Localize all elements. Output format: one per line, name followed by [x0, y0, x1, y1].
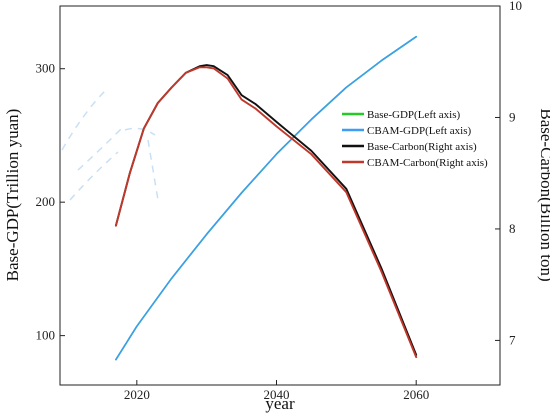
right-tick-label: 7: [509, 332, 516, 347]
legend-label: Base-Carbon(Right axis): [367, 141, 477, 153]
y-axis-title-left: Base-GDP(Trillion yuan): [3, 109, 22, 282]
legend-label: Base-GDP(Left axis): [367, 109, 461, 121]
right-axis-ticks: 7 8 9 10: [495, 0, 522, 347]
x-tick-label: 2060: [403, 387, 429, 402]
legend: Base-GDP(Left axis) CBAM-GDP(Left axis) Ba…: [342, 109, 488, 169]
right-tick-label: 9: [509, 109, 516, 124]
x-axis-title: year: [265, 394, 295, 413]
plot-frame: [59, 5, 501, 386]
y-axis-title-right: Base-Carbon(Billion ton): [537, 108, 550, 281]
right-tick-label: 10: [509, 0, 522, 13]
series-line-1: [115, 35, 418, 361]
left-axis-ticks: 100 200 300: [36, 61, 65, 343]
legend-label: CBAM-GDP(Left axis): [367, 125, 472, 137]
left-tick-label: 300: [36, 61, 56, 76]
left-tick-label: 100: [36, 328, 56, 343]
right-tick-label: 8: [509, 221, 516, 236]
watermark: [61, 87, 159, 201]
series-line-2: [115, 35, 418, 361]
series-line-4: [114, 66, 418, 359]
series-layer: [114, 35, 418, 361]
legend-label: CBAM-Carbon(Right axis): [367, 157, 488, 169]
x-axis-ticks: 2020 2040 2060: [124, 380, 429, 402]
x-tick-label: 2020: [124, 387, 150, 402]
left-tick-label: 200: [36, 194, 56, 209]
x-tick-label: 2040: [264, 387, 290, 402]
